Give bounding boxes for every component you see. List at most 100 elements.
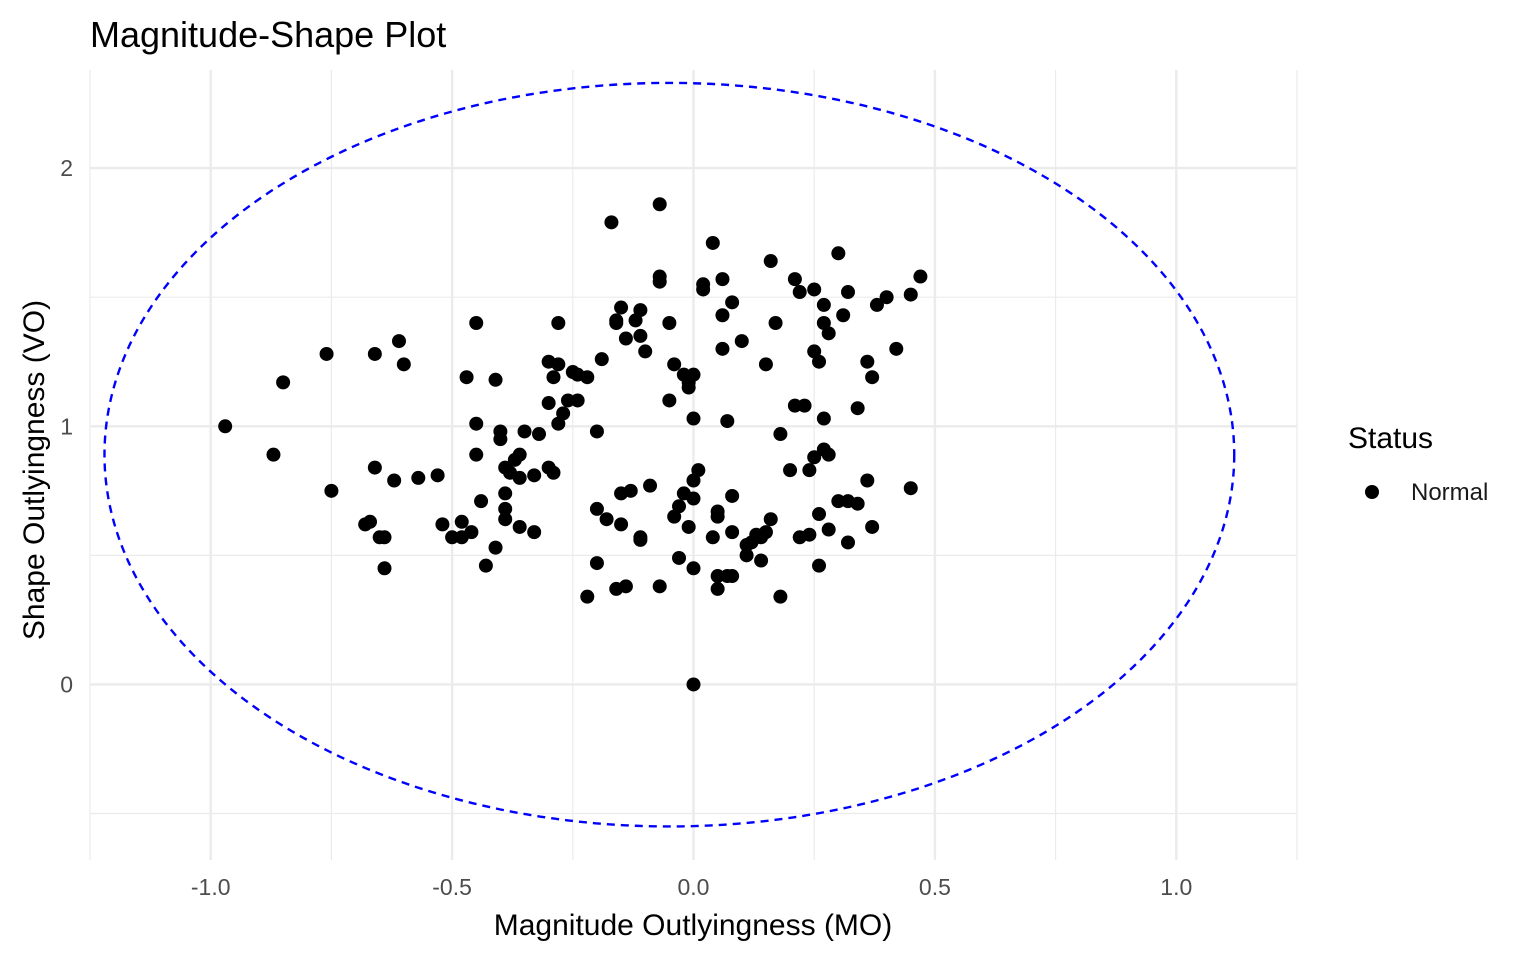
x-tick-labels: -1.0 -0.5 0.0 0.5 1.0 [191, 874, 1192, 900]
data-point [276, 375, 291, 390]
data-point [840, 535, 855, 550]
data-point [802, 463, 817, 478]
data-point [324, 483, 339, 498]
data-point [686, 561, 701, 576]
data-point [445, 530, 460, 545]
data-point [614, 517, 629, 532]
data-point [672, 550, 687, 565]
data-point [396, 357, 411, 372]
data-point [715, 308, 730, 323]
data-point [850, 496, 865, 511]
data-point [638, 344, 653, 359]
data-point [903, 481, 918, 496]
data-point [580, 370, 595, 385]
data-point [860, 354, 875, 369]
x-tick-label: 0.0 [678, 874, 710, 900]
data-point [546, 465, 561, 480]
data-point [594, 352, 609, 367]
data-point [681, 519, 696, 534]
data-point [758, 525, 773, 540]
data-point [773, 427, 788, 442]
data-point [430, 468, 445, 483]
data-point [377, 561, 392, 576]
data-point [488, 372, 503, 387]
data-point [754, 553, 769, 568]
data-point [527, 525, 542, 540]
data-point [218, 419, 233, 434]
data-point [363, 514, 378, 529]
data-point [517, 424, 532, 439]
data-point [589, 424, 604, 439]
data-point [725, 525, 740, 540]
data-point [725, 295, 740, 310]
chart-title: Magnitude-Shape Plot [90, 14, 446, 55]
legend-key-normal [1365, 485, 1379, 499]
data-point [758, 357, 773, 372]
data-point [913, 269, 928, 284]
data-point [903, 287, 918, 302]
data-point [889, 341, 904, 356]
data-point [725, 569, 740, 584]
data-point [821, 447, 836, 462]
data-point [812, 507, 827, 522]
x-tick-label: -1.0 [191, 874, 231, 900]
data-point [435, 517, 450, 532]
data-point [493, 424, 508, 439]
data-point [836, 308, 851, 323]
data-point [787, 398, 802, 413]
data-point [802, 527, 817, 542]
data-point [488, 540, 503, 555]
data-point [686, 411, 701, 426]
data-point [512, 470, 527, 485]
data-point [739, 548, 754, 563]
data-point [807, 282, 822, 297]
data-point [541, 396, 556, 411]
data-point [551, 316, 566, 331]
data-point [469, 447, 484, 462]
data-point [551, 357, 566, 372]
data-point [725, 488, 740, 503]
x-tick-label: 0.5 [919, 874, 951, 900]
data-point [816, 297, 831, 312]
data-point [686, 367, 701, 382]
data-point [807, 450, 822, 465]
data-point [391, 334, 406, 349]
data-point [478, 558, 493, 573]
legend: Status Normal [1348, 422, 1488, 506]
data-point [865, 370, 880, 385]
data-point [710, 569, 725, 584]
data-point [377, 530, 392, 545]
data-point [686, 677, 701, 692]
data-point [768, 316, 783, 331]
data-point [570, 393, 585, 408]
data-point [618, 331, 633, 346]
x-tick-label: -0.5 [432, 874, 472, 900]
data-point [411, 470, 426, 485]
legend-title: Status [1348, 422, 1433, 455]
data-point [643, 478, 658, 493]
data-point [792, 285, 807, 300]
data-point [633, 532, 648, 547]
data-point [840, 285, 855, 300]
data-point [512, 519, 527, 534]
data-point [763, 254, 778, 269]
y-axis-title: Shape Outlyingness (VO) [18, 300, 51, 640]
y-tick-label: 1 [60, 413, 73, 439]
data-point [459, 370, 474, 385]
data-point [618, 579, 633, 594]
y-tick-labels: 0 1 2 [60, 155, 73, 697]
data-point [691, 463, 706, 478]
x-axis-title: Magnitude Outlyingness (MO) [494, 909, 893, 942]
data-point [532, 427, 547, 442]
data-point [812, 354, 827, 369]
data-point [652, 269, 667, 284]
data-point [715, 272, 730, 287]
data-point [696, 277, 711, 292]
data-point [705, 235, 720, 250]
data-point [662, 316, 677, 331]
data-point [710, 504, 725, 519]
y-tick-label: 2 [60, 155, 73, 181]
data-point [474, 494, 489, 509]
data-point [686, 491, 701, 506]
data-point [266, 447, 281, 462]
